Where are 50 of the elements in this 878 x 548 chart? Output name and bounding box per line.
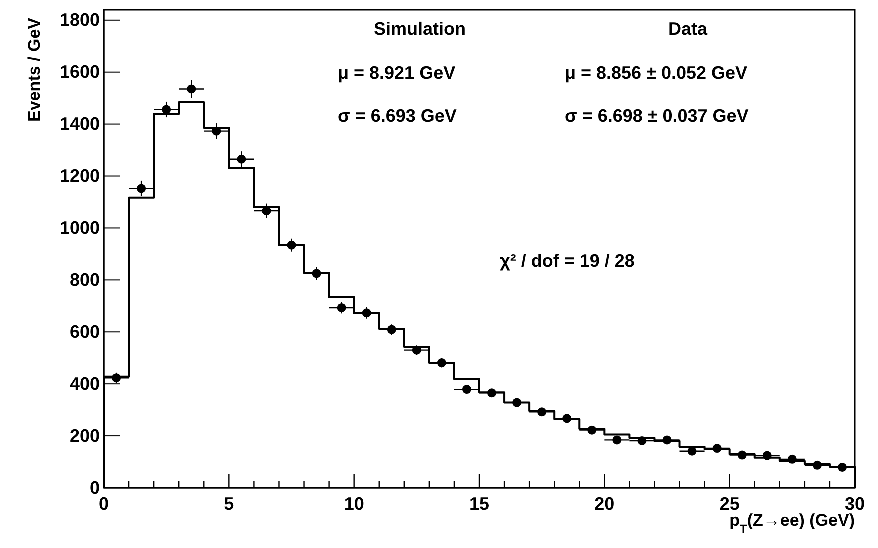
point [362, 308, 372, 318]
point [387, 325, 396, 334]
y-tick-label: 800 [70, 270, 100, 290]
y-axis-title: Events / GeV [25, 17, 44, 122]
y-tick-label: 1800 [60, 10, 100, 30]
point [562, 414, 572, 424]
point [712, 444, 722, 454]
point [488, 388, 497, 398]
point [412, 346, 422, 355]
x-tick-label: 10 [344, 494, 364, 514]
point [662, 436, 672, 445]
y-tick-label: 600 [70, 322, 100, 342]
point [337, 303, 346, 312]
point [812, 460, 822, 470]
point [162, 105, 172, 114]
point [212, 126, 222, 136]
point [187, 84, 196, 94]
annotation: χ² / dof = 19 / 28 [500, 251, 635, 271]
y-tick-label: 1400 [60, 114, 100, 134]
point [112, 374, 122, 383]
point [237, 154, 246, 164]
annotation: σ = 6.698 ± 0.037 GeV [565, 106, 749, 126]
point [612, 436, 622, 445]
point [788, 454, 797, 464]
point [762, 451, 772, 460]
y-tick-label: 1000 [60, 218, 100, 238]
point [137, 184, 146, 194]
point [738, 450, 747, 460]
annotation: Simulation [374, 19, 466, 39]
point [588, 426, 597, 435]
x-tick-label: 5 [224, 494, 234, 514]
y-tick-label: 1200 [60, 166, 100, 186]
x-tick-label: 15 [469, 494, 490, 514]
annotation: μ = 8.921 GeV [338, 63, 456, 83]
point [638, 436, 647, 446]
y-tick-label: 1600 [60, 62, 100, 82]
y-tick-label: 0 [90, 478, 100, 498]
annotation: Data [668, 19, 708, 39]
point [838, 462, 847, 472]
point [462, 385, 472, 394]
point [312, 269, 322, 278]
y-tick-label: 200 [70, 426, 100, 446]
point [287, 240, 296, 250]
annotation: μ = 8.856 ± 0.052 GeV [565, 63, 748, 83]
point [538, 408, 547, 417]
x-tick-label: 20 [594, 494, 615, 514]
point [437, 358, 446, 368]
y-tick-label: 400 [70, 374, 100, 394]
annotation: σ = 6.693 GeV [338, 106, 457, 126]
point [512, 398, 522, 408]
